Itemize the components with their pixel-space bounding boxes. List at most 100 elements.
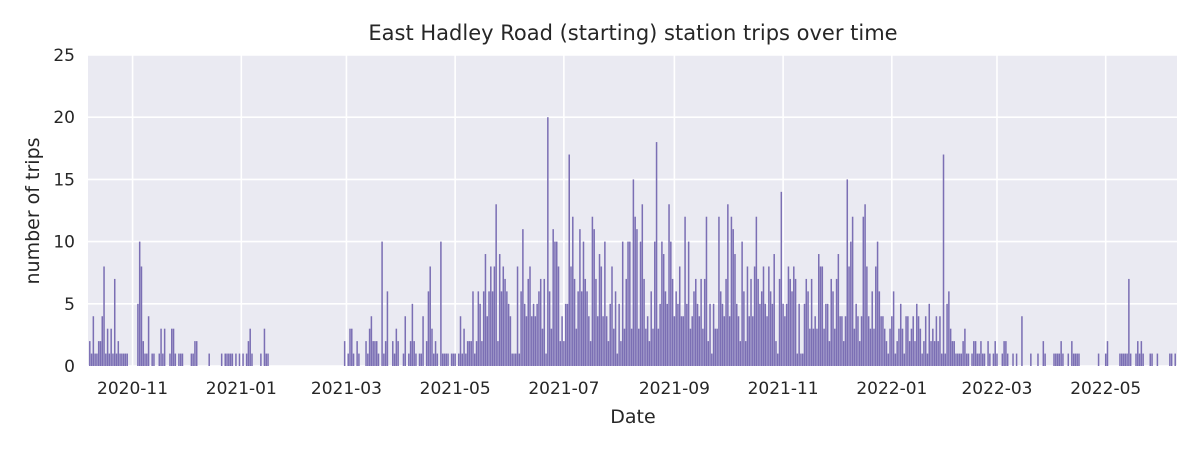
bar <box>1076 353 1078 366</box>
bar <box>1104 353 1107 366</box>
bar <box>474 353 476 366</box>
bar <box>778 278 781 366</box>
bar <box>971 353 973 366</box>
bar <box>1142 353 1144 366</box>
bar <box>172 328 175 366</box>
bar <box>1053 353 1055 366</box>
bar <box>826 303 829 366</box>
bar <box>220 353 223 366</box>
bar <box>887 353 890 366</box>
bar <box>525 316 528 366</box>
bar <box>816 328 818 366</box>
bar <box>627 241 629 366</box>
bar <box>743 291 745 366</box>
bar <box>506 291 508 366</box>
bar <box>108 353 111 366</box>
bar <box>459 316 462 366</box>
bar <box>654 241 656 366</box>
bar <box>190 353 193 366</box>
bar <box>719 291 722 366</box>
bar <box>620 341 622 366</box>
bar <box>570 266 572 366</box>
bar <box>445 353 448 366</box>
bar <box>698 316 701 366</box>
bar <box>441 353 444 366</box>
bar <box>365 341 367 366</box>
bar <box>923 341 925 366</box>
bar <box>555 241 558 366</box>
bar <box>821 266 824 366</box>
bar <box>1037 353 1039 366</box>
bar <box>513 353 515 366</box>
bar <box>924 316 927 366</box>
bar <box>882 316 884 366</box>
bar <box>766 316 768 366</box>
bar <box>857 316 859 366</box>
bar <box>245 353 248 366</box>
bar <box>600 266 603 366</box>
bar <box>454 353 456 366</box>
bar <box>142 341 145 366</box>
bar <box>953 341 955 366</box>
bar <box>769 291 772 366</box>
bar <box>518 353 521 366</box>
bar <box>511 353 513 366</box>
bar <box>457 353 460 366</box>
bar <box>263 328 266 366</box>
bar <box>867 316 870 366</box>
bar <box>632 179 635 366</box>
bar <box>798 303 800 366</box>
bar <box>901 328 904 366</box>
bar <box>490 266 492 366</box>
bar <box>573 278 576 366</box>
bar <box>370 316 373 366</box>
bar <box>677 303 679 366</box>
bar <box>358 353 360 366</box>
bar <box>634 216 636 366</box>
bar <box>1060 341 1062 366</box>
bar <box>436 353 439 366</box>
x-tick-label: 2021-07 <box>528 379 599 399</box>
bar <box>434 341 437 366</box>
bar <box>552 229 554 366</box>
bar <box>522 229 524 366</box>
bar <box>707 341 710 366</box>
bar <box>636 229 638 366</box>
bar <box>591 216 594 366</box>
bar <box>113 278 116 366</box>
bar <box>939 316 941 366</box>
bar <box>639 241 642 366</box>
bar <box>96 353 98 366</box>
bar <box>711 353 713 366</box>
bar <box>265 353 267 366</box>
bar <box>932 328 934 366</box>
bar <box>907 316 909 366</box>
bar <box>539 278 542 366</box>
bar <box>705 216 708 366</box>
bar <box>860 316 863 366</box>
bar <box>917 316 920 366</box>
bar <box>559 341 562 366</box>
bar <box>1067 353 1070 366</box>
bar <box>498 254 501 366</box>
bar <box>386 291 389 366</box>
bar <box>162 353 164 366</box>
bar <box>146 353 148 366</box>
bar <box>621 241 624 366</box>
bar <box>229 353 232 366</box>
bar <box>486 316 488 366</box>
bar <box>604 241 606 366</box>
bar <box>905 316 907 366</box>
bar <box>914 341 916 366</box>
bar <box>629 241 631 366</box>
bar <box>757 278 759 366</box>
bar <box>958 353 961 366</box>
bar <box>572 216 574 366</box>
bars <box>89 117 1176 366</box>
bar <box>532 303 535 366</box>
bar <box>851 216 854 366</box>
bar <box>343 341 346 366</box>
bar <box>964 328 966 366</box>
bar <box>899 303 902 366</box>
bar <box>737 316 740 366</box>
